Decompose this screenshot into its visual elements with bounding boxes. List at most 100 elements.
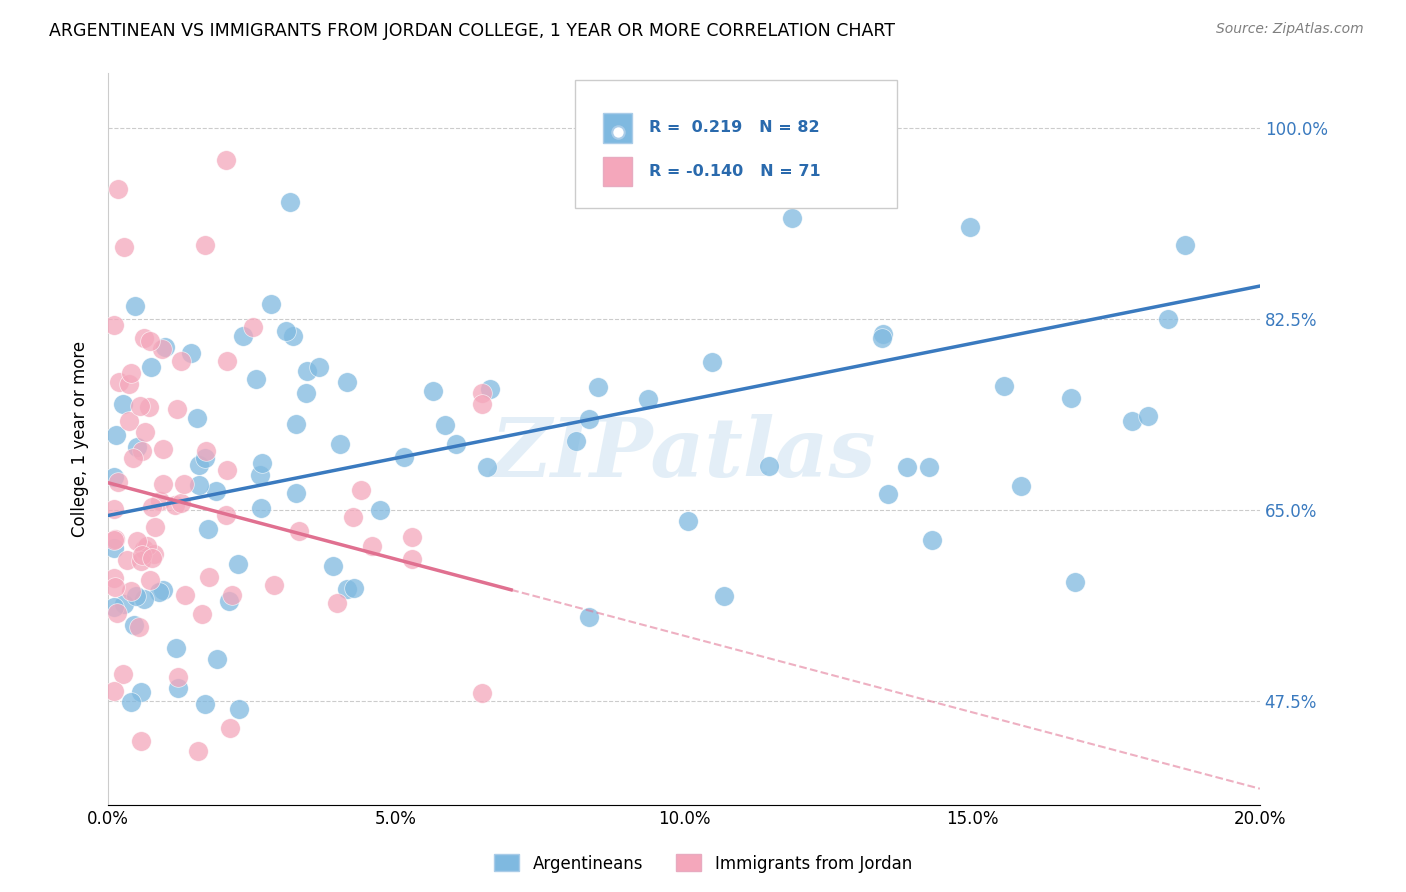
Point [471, 385, 494, 400]
Point [578, 610, 600, 624]
Point [194, 444, 217, 458]
Point [245, 372, 267, 386]
Point [138, 573, 160, 587]
Point [959, 220, 981, 235]
Point [479, 382, 502, 396]
Point [152, 582, 174, 597]
Point [163, 498, 186, 512]
Point [360, 539, 382, 553]
Text: R =  0.219   N = 82: R = 0.219 N = 82 [650, 120, 820, 136]
Point [187, 478, 209, 492]
Text: ARGENTINEAN VS IMMIGRANTS FROM JORDAN COLLEGE, 1 YEAR OR MORE CORRELATION CHART: ARGENTINEAN VS IMMIGRANTS FROM JORDAN CO… [49, 22, 896, 40]
Point [127, 440, 149, 454]
Point [322, 558, 344, 573]
Point [336, 375, 359, 389]
Point [215, 508, 238, 523]
Point [1064, 574, 1087, 589]
FancyBboxPatch shape [603, 157, 633, 186]
Point [191, 607, 214, 621]
Point [197, 522, 219, 536]
Point [134, 331, 156, 345]
Point [918, 460, 941, 475]
Point [471, 685, 494, 699]
Point [115, 553, 138, 567]
Point [215, 353, 238, 368]
Point [259, 297, 281, 311]
Point [295, 364, 318, 378]
Point [392, 450, 415, 464]
Point [173, 477, 195, 491]
Point [180, 346, 202, 360]
Point [129, 399, 152, 413]
Point [103, 502, 125, 516]
Text: Source: ZipAtlas.com: Source: ZipAtlas.com [1216, 22, 1364, 37]
Point [336, 582, 359, 596]
Point [104, 532, 127, 546]
Point [578, 412, 600, 426]
Point [896, 460, 918, 475]
Point [342, 510, 364, 524]
Point [141, 551, 163, 566]
Point [103, 599, 125, 614]
Point [1156, 312, 1178, 326]
Point [150, 342, 173, 356]
Point [108, 375, 131, 389]
Point [187, 458, 209, 472]
Point [872, 327, 894, 342]
Point [278, 195, 301, 210]
Point [112, 597, 135, 611]
Point [401, 531, 423, 545]
Point [676, 514, 699, 528]
Point [586, 379, 609, 393]
Point [475, 459, 498, 474]
Point [112, 666, 135, 681]
Point [104, 428, 127, 442]
Point [263, 578, 285, 592]
Point [713, 589, 735, 603]
Point [107, 182, 129, 196]
Point [118, 414, 141, 428]
Point [122, 451, 145, 466]
Point [152, 477, 174, 491]
Point [249, 501, 271, 516]
Point [148, 584, 170, 599]
Point [242, 319, 264, 334]
Point [700, 355, 723, 369]
Point [274, 324, 297, 338]
FancyBboxPatch shape [603, 113, 633, 143]
Point [194, 697, 217, 711]
Point [197, 570, 219, 584]
Point [368, 502, 391, 516]
Point [143, 520, 166, 534]
Point [152, 442, 174, 457]
Point [132, 592, 155, 607]
Point [167, 670, 190, 684]
Point [283, 329, 305, 343]
Point [471, 397, 494, 411]
Point [308, 359, 330, 374]
Point [921, 533, 943, 548]
Point [215, 463, 238, 477]
Point [104, 580, 127, 594]
Point [131, 548, 153, 562]
Point [118, 376, 141, 391]
Point [149, 494, 172, 508]
Y-axis label: College, 1 year or more: College, 1 year or more [72, 341, 89, 537]
Point [1137, 409, 1160, 423]
Point [872, 331, 894, 345]
Point [134, 425, 156, 439]
Point [295, 386, 318, 401]
Point [285, 417, 308, 431]
Point [139, 334, 162, 348]
Point [215, 153, 238, 168]
Point [134, 542, 156, 557]
Point [129, 734, 152, 748]
Point [138, 401, 160, 415]
Point [232, 328, 254, 343]
Point [401, 552, 423, 566]
Point [249, 467, 271, 482]
Text: R = -0.140   N = 71: R = -0.140 N = 71 [650, 164, 821, 179]
Point [139, 359, 162, 374]
Point [342, 581, 364, 595]
Point [166, 402, 188, 417]
